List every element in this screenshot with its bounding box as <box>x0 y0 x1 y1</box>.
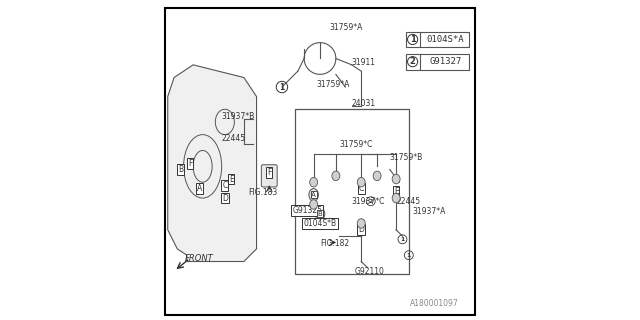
Text: G91327: G91327 <box>429 57 461 66</box>
Text: A: A <box>311 192 316 198</box>
Text: 0104S*B: 0104S*B <box>303 219 337 228</box>
Text: A180001097: A180001097 <box>410 299 459 308</box>
Ellipse shape <box>246 142 254 152</box>
Text: 24031: 24031 <box>352 99 376 108</box>
Text: 0104S*A: 0104S*A <box>426 35 464 44</box>
Text: B: B <box>317 211 323 217</box>
Text: 1: 1 <box>400 237 404 242</box>
Polygon shape <box>168 65 257 261</box>
Text: FRONT: FRONT <box>185 254 214 263</box>
Text: G92110: G92110 <box>355 267 385 276</box>
Text: C: C <box>222 181 227 190</box>
Text: 2: 2 <box>410 57 415 66</box>
Text: 2: 2 <box>369 199 373 204</box>
Text: 31911: 31911 <box>352 58 376 67</box>
Text: D: D <box>222 194 228 203</box>
Text: E: E <box>394 187 399 196</box>
Text: 31937*C: 31937*C <box>352 197 385 206</box>
Text: 31878: 31878 <box>301 223 325 232</box>
Text: F: F <box>267 168 271 177</box>
Ellipse shape <box>316 208 324 220</box>
Text: A: A <box>197 184 202 193</box>
Text: 31759*A: 31759*A <box>317 80 350 89</box>
Text: 1: 1 <box>406 253 411 258</box>
Text: B: B <box>178 165 183 174</box>
Text: F: F <box>188 159 192 168</box>
Text: FIG.182: FIG.182 <box>320 239 349 248</box>
Ellipse shape <box>310 178 317 187</box>
Ellipse shape <box>357 219 365 228</box>
FancyBboxPatch shape <box>406 32 469 47</box>
Ellipse shape <box>309 188 319 201</box>
FancyBboxPatch shape <box>294 109 409 274</box>
Text: D: D <box>358 225 364 234</box>
FancyBboxPatch shape <box>406 54 469 69</box>
Text: 22445: 22445 <box>221 134 246 143</box>
Text: 31759*A: 31759*A <box>330 23 363 32</box>
Text: 1: 1 <box>279 83 285 92</box>
Text: 1: 1 <box>410 35 415 44</box>
Text: 31759*C: 31759*C <box>339 140 372 149</box>
FancyBboxPatch shape <box>164 8 476 316</box>
Text: C: C <box>358 184 364 193</box>
Text: 31937*B: 31937*B <box>221 112 255 121</box>
Text: FIG.183: FIG.183 <box>248 188 278 197</box>
Text: 31759*B: 31759*B <box>390 153 423 162</box>
Text: G91325: G91325 <box>292 206 323 215</box>
Text: 22445: 22445 <box>396 197 420 206</box>
Ellipse shape <box>332 171 340 180</box>
Text: E: E <box>229 174 234 184</box>
Text: 31937*A: 31937*A <box>412 207 445 216</box>
Ellipse shape <box>392 174 400 184</box>
Ellipse shape <box>373 171 381 180</box>
Ellipse shape <box>392 193 400 203</box>
Ellipse shape <box>310 200 317 209</box>
Ellipse shape <box>357 178 365 187</box>
FancyBboxPatch shape <box>261 165 277 187</box>
